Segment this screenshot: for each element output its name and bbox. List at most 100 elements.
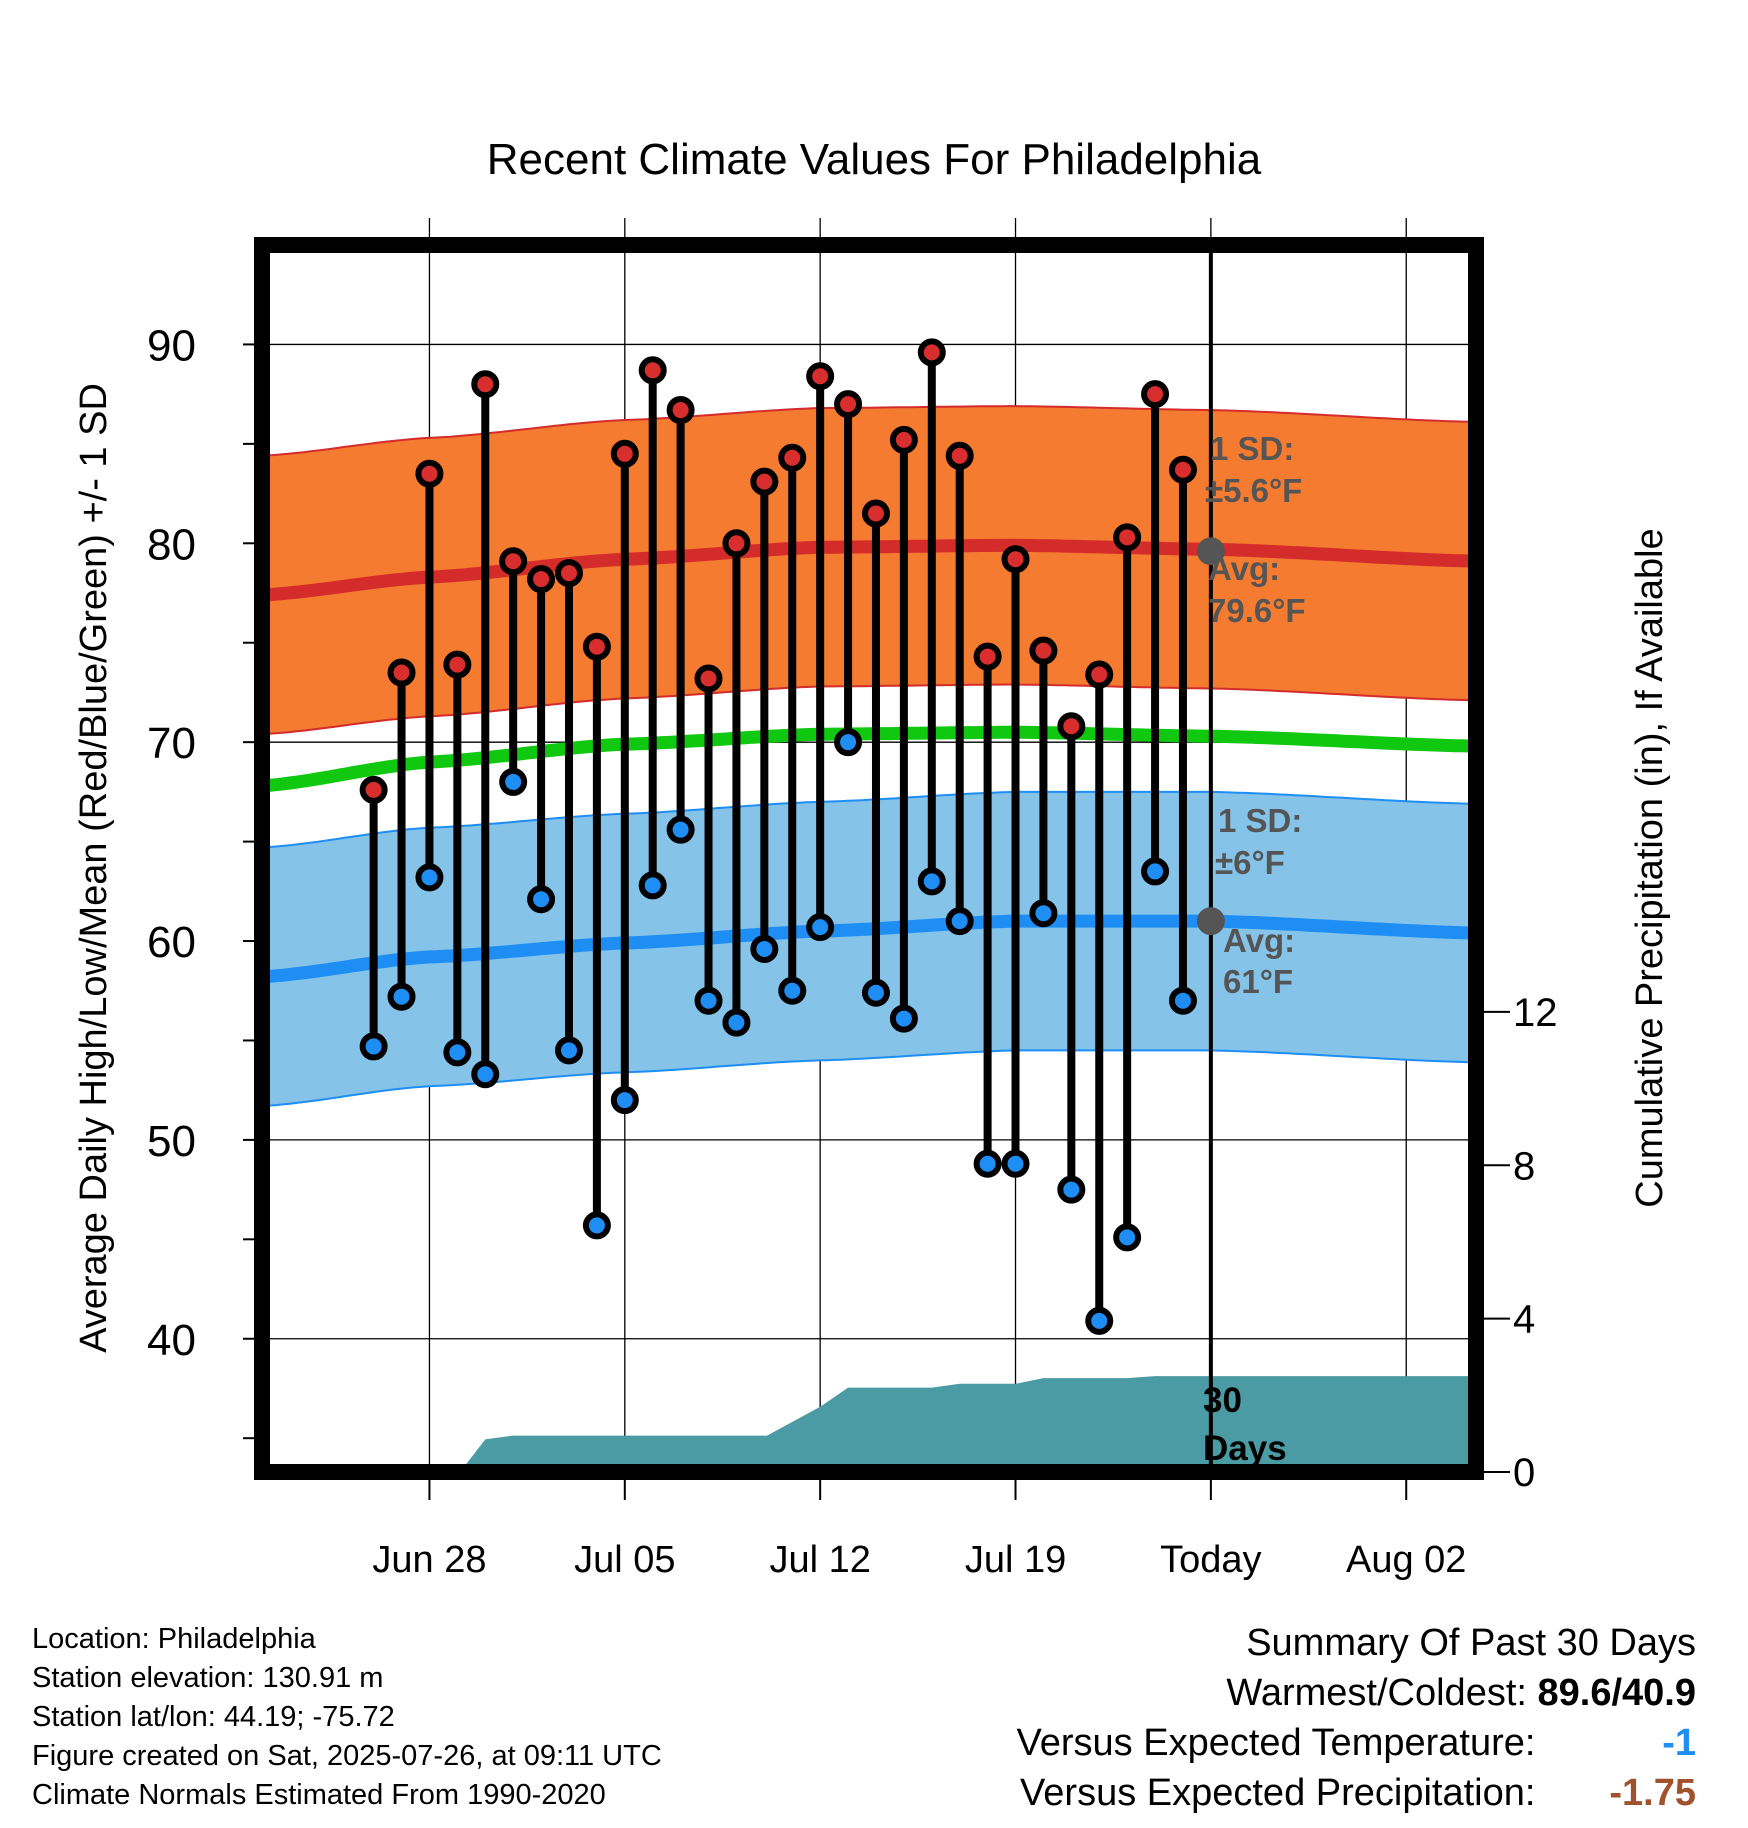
days-label-text: Days	[1203, 1429, 1287, 1468]
high-avg-marker	[1196, 537, 1225, 566]
plot-border	[254, 237, 1484, 1480]
low-avg-label: Avg:	[1223, 922, 1295, 959]
y-left-tick-label: 60	[147, 918, 196, 967]
high-point	[694, 664, 723, 693]
location-text: Location: Philadelphia	[32, 1623, 316, 1655]
low-point	[359, 1032, 388, 1061]
high-avg-value: 79.6°F	[1208, 592, 1306, 629]
high-point	[638, 356, 667, 385]
high-point	[415, 459, 444, 488]
low-point	[861, 978, 890, 1007]
low-point	[1141, 857, 1170, 886]
low-point	[1168, 986, 1197, 1015]
low-point	[1057, 1175, 1086, 1204]
high-point	[1029, 636, 1058, 665]
low-avg-value: 61°F	[1223, 963, 1293, 1000]
low-point	[973, 1149, 1002, 1178]
summary-panel: Summary Of Past 30 Days Warmest/Coldest:…	[1017, 1618, 1696, 1818]
low-point	[1085, 1306, 1114, 1335]
x-tick-label: Jun 28	[372, 1539, 486, 1581]
high-normal-line	[261, 538, 1477, 602]
high-point	[610, 439, 639, 468]
summary-warm-cold-row: Warmest/Coldest: 89.6/40.9	[1017, 1668, 1696, 1718]
high-point	[1113, 523, 1142, 552]
precip-value: -1.75	[1609, 1772, 1696, 1814]
y-left-tick-label: 90	[147, 321, 196, 370]
low-point	[471, 1060, 500, 1089]
low-sd-value: ±6°F	[1215, 844, 1285, 881]
high-point	[443, 650, 472, 679]
y-right-tick-label: 4	[1513, 1298, 1535, 1342]
high-point	[722, 529, 751, 558]
latlon-text: Station lat/lon: 44.19; -75.72	[32, 1701, 395, 1733]
created-text: Figure created on Sat, 2025-07-26, at 09…	[32, 1740, 662, 1772]
low-point	[415, 863, 444, 892]
y-left-tick-label: 80	[147, 520, 196, 569]
low-normal-line	[261, 914, 1477, 984]
elevation-text: Station elevation: 130.91 m	[32, 1662, 384, 1694]
daily-points	[359, 338, 1197, 1335]
high-point	[471, 370, 500, 399]
y-right-tick-label: 12	[1513, 991, 1558, 1035]
annotations: 1 SD: ±5.6°F Avg: 79.6°F 1 SD: ±6°F Avg: 61°F 30…	[1196, 245, 1306, 1472]
high-point	[861, 499, 890, 528]
high-sd-value: ±5.6°F	[1205, 472, 1302, 509]
high-point	[1141, 380, 1170, 409]
high-point	[917, 338, 946, 367]
high-point	[834, 390, 863, 419]
low-avg-marker	[1196, 907, 1225, 936]
precip-fill	[262, 1376, 1476, 1472]
x-tick-label: Today	[1160, 1539, 1261, 1581]
y-left-tick-label: 50	[147, 1117, 196, 1166]
high-point	[750, 467, 779, 496]
high-point	[1168, 455, 1197, 484]
high-point	[666, 396, 695, 425]
high-point	[387, 658, 416, 687]
low-point	[722, 1008, 751, 1037]
temp-label: Versus Expected Temperature:	[1016, 1722, 1536, 1764]
warm-cold-label: Warmest/Coldest:	[1226, 1672, 1527, 1714]
low-point	[694, 986, 723, 1015]
low-sd-label: 1 SD:	[1218, 802, 1302, 839]
x-tick-label: Jul 05	[574, 1539, 675, 1581]
low-point	[387, 982, 416, 1011]
mean-normal-line	[261, 725, 1477, 793]
low-point	[834, 728, 863, 757]
daily-range-stems	[369, 352, 1187, 1321]
high-sd-label: 1 SD:	[1210, 430, 1294, 467]
high-point	[1085, 660, 1114, 689]
warm-cold-value: 89.6/40.9	[1537, 1672, 1696, 1714]
low-point	[889, 1004, 918, 1033]
y-left-axis-title: Average Daily High/Low/Mean (Red/Blue/Gr…	[73, 383, 115, 1353]
high-point	[889, 425, 918, 454]
station-info: Location: Philadelphia Station elevation…	[32, 1620, 662, 1815]
high-point	[499, 547, 528, 576]
precipitation-area	[262, 1376, 1476, 1472]
low-point	[778, 976, 807, 1005]
y-left-tick-label: 40	[147, 1316, 196, 1365]
temp-value: -1	[1662, 1722, 1696, 1764]
low-point	[917, 867, 946, 896]
axes: 40 50 60 70 80 90 0 4 8 12 Jun 28 Jul 05 Jul 12 Jul 1…	[73, 321, 1671, 1581]
summary-precip-row: Versus Expected Precipitation: -1.75	[1017, 1768, 1696, 1818]
low-point	[666, 815, 695, 844]
summary-title: Summary Of Past 30 Days	[1246, 1622, 1696, 1664]
low-point	[638, 871, 667, 900]
y-right-tick-label: 8	[1513, 1144, 1535, 1188]
x-tick-label: Aug 02	[1346, 1539, 1466, 1581]
low-point	[499, 767, 528, 796]
low-point	[806, 913, 835, 942]
x-tick-label: Jul 12	[769, 1539, 870, 1581]
precip-label: Versus Expected Precipitation:	[1020, 1772, 1536, 1814]
low-point	[750, 934, 779, 963]
low-point	[443, 1038, 472, 1067]
high-point	[806, 362, 835, 391]
high-point	[582, 632, 611, 661]
high-point	[554, 559, 583, 588]
climate-chart: Recent Climate Values For Philadelphia 1…	[73, 135, 1671, 1581]
low-point	[1113, 1223, 1142, 1252]
y-left-tick-label: 70	[147, 719, 196, 768]
low-point	[1001, 1149, 1030, 1178]
y-right-axis-title: Cumulative Precipitation (in), If Availa…	[1629, 528, 1671, 1207]
high-avg-label: Avg:	[1208, 550, 1280, 587]
